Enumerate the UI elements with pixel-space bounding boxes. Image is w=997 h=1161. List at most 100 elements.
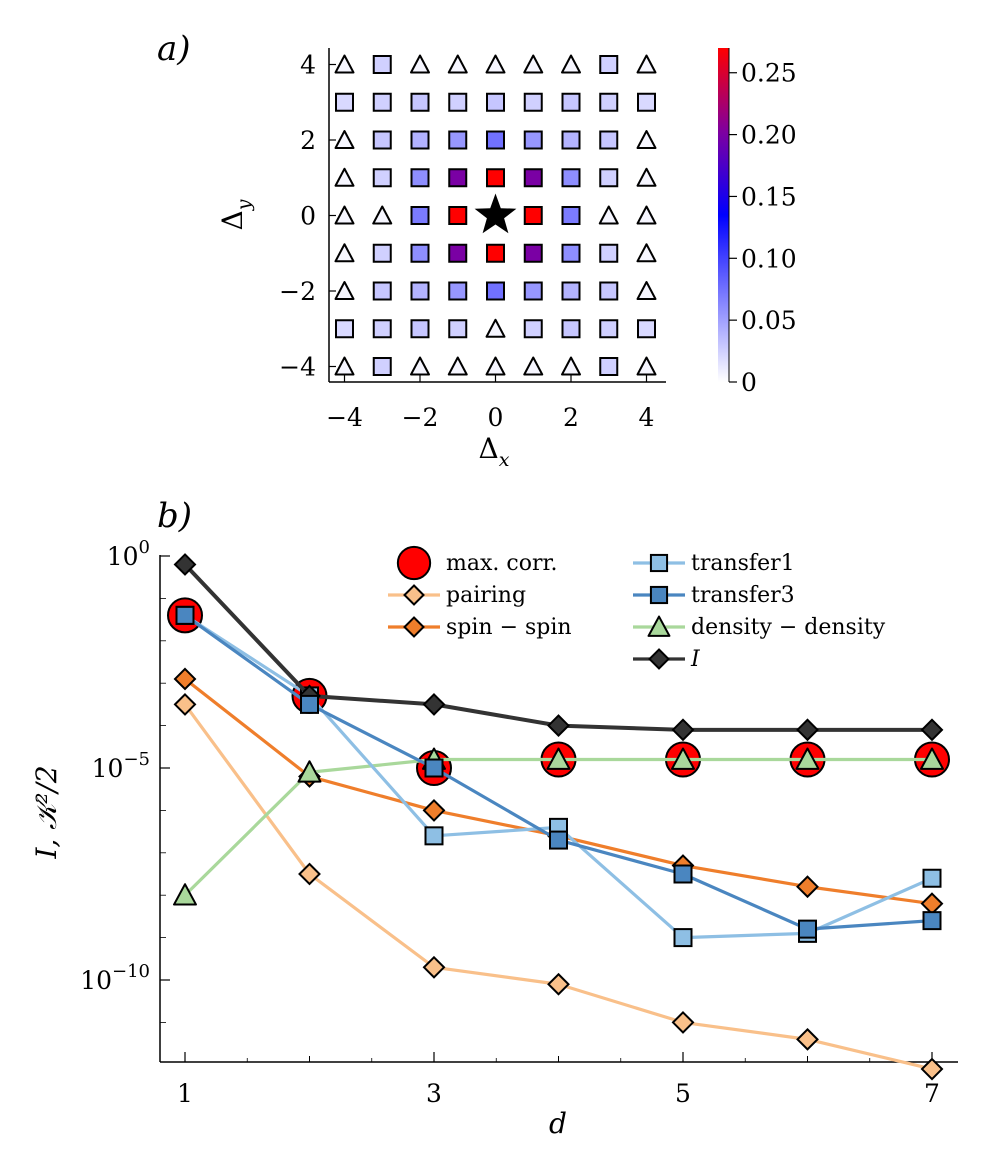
grid-cell-3-1	[599, 168, 619, 188]
grid-cell-4-4	[636, 54, 657, 74]
data-point	[422, 955, 446, 979]
grid-cell-3--4	[599, 357, 619, 376]
legend-entry: I	[633, 647, 701, 672]
legend-label: transfer3	[691, 583, 795, 608]
legend-label: transfer1	[691, 551, 795, 576]
panel-b: b) 1 3 5 7 100 10−5 10−10 d I, 𝒦²/2 max. corr.…	[30, 496, 958, 1140]
panel-a-xlabel: Δx	[479, 432, 510, 471]
grid-cell--1-0	[448, 206, 468, 225]
series-i	[173, 553, 944, 742]
grid-cell--2--4	[410, 356, 430, 376]
data-point	[546, 747, 571, 770]
legend-entry: transfer1	[633, 551, 795, 576]
colorbar	[718, 48, 729, 382]
data-point	[920, 892, 944, 916]
legend-marker	[649, 585, 669, 605]
grid-cell-2--3	[561, 319, 581, 339]
grid-cell-0--3	[485, 318, 506, 338]
grid-cell-4-3	[637, 92, 656, 112]
legend-entry: pairing	[388, 583, 526, 608]
data-point	[173, 553, 197, 576]
grid-cell-2--1	[561, 243, 581, 263]
data-point	[922, 911, 942, 931]
grid-cell-1--2	[523, 281, 543, 301]
grid-cell--2-2	[410, 130, 430, 150]
grid-cell-3-3	[599, 92, 619, 112]
grid-cell-0--2	[486, 281, 505, 301]
grid-cell--3-0	[372, 205, 393, 225]
grid-cell-0--1	[486, 243, 505, 263]
grid-cell-1-2	[523, 130, 543, 150]
grid-cell-4--2	[636, 281, 657, 300]
grid-cell--3-2	[372, 130, 392, 150]
grid-cell-3-0	[598, 205, 619, 225]
legend-label: I	[690, 647, 701, 672]
data-point	[547, 714, 570, 738]
center-star	[474, 193, 517, 234]
grid-cell-3--3	[599, 319, 619, 339]
legend-marker	[403, 584, 425, 606]
panel-b-xlabel: d	[549, 1107, 567, 1140]
data-point	[671, 1010, 695, 1034]
colorbar-tick-label: 0.25	[741, 59, 797, 88]
data-point	[796, 875, 819, 899]
grid-cell--2-3	[410, 92, 430, 112]
grid-cell-4--3	[637, 319, 656, 339]
panel-a-ylabel: Δy	[216, 199, 255, 230]
grid-cell--4-1	[334, 167, 355, 187]
grid-cell-1--3	[523, 319, 543, 339]
data-point	[300, 694, 319, 714]
grid-cell-0-1	[486, 168, 505, 188]
grid-cell--2--1	[410, 243, 430, 263]
panel-a-ticks: −4 −2 0 2 4 −4 −2 0 2 4	[279, 51, 654, 433]
legend-entry: density − density	[633, 615, 886, 640]
legend-entry: spin − spin	[388, 615, 572, 640]
grid-cell--2--3	[410, 319, 430, 339]
data-point	[673, 864, 693, 884]
grid-cell--3-4	[372, 55, 392, 74]
grid-cell--4--3	[335, 319, 354, 339]
legend-label: max. corr.	[446, 551, 558, 576]
data-point	[671, 718, 695, 742]
grid-cell--3--4	[372, 357, 392, 376]
data-point	[175, 605, 195, 625]
grid-cell-3--1	[599, 243, 619, 263]
data-point	[673, 928, 693, 948]
data-point	[922, 868, 942, 888]
grid-cell--4--2	[334, 281, 355, 300]
grid-cell--1--2	[448, 281, 468, 301]
panel-b-ytick-label: 100	[107, 537, 150, 571]
panel-b-xtick-label: 7	[924, 1079, 940, 1108]
grid-cell-4--4	[636, 356, 657, 376]
data-point	[549, 830, 568, 850]
grid-cell--4-3	[335, 92, 354, 112]
panel-a-xtick-label: 4	[639, 403, 655, 432]
grid-cell-2-1	[561, 168, 581, 188]
data-point	[547, 972, 570, 996]
panel-b-ytick-label: 10−5	[92, 749, 150, 783]
panel-a-xtick-label: 0	[488, 403, 504, 432]
data-point	[173, 692, 197, 716]
grid-cell--3-3	[372, 92, 392, 112]
panel-a-grid	[334, 54, 657, 376]
series-line	[184, 677, 933, 906]
panel-a-xtick-label: 2	[563, 403, 579, 432]
panel-a-ytick-label: −2	[279, 277, 316, 306]
grid-cell-2-0	[561, 206, 581, 225]
grid-cell-4--1	[636, 243, 657, 263]
grid-cell-1--1	[523, 243, 543, 263]
colorbar-tick-label: 0.10	[741, 244, 797, 273]
grid-cell-0--4	[485, 356, 506, 376]
panel-a-ytick-label: −4	[279, 353, 316, 382]
grid-cell--1--3	[448, 319, 468, 339]
data-point	[795, 747, 820, 770]
panel-a-label: a)	[157, 29, 191, 69]
panel-b-series	[167, 553, 950, 1081]
panel-a: a) −4 −2 0 2 4 −4 −2 0 2 4 Δx Δy 0 0.05 0.10 0.15 0.2…	[157, 29, 797, 471]
grid-cell-3-4	[599, 55, 619, 74]
series-pairing	[173, 692, 944, 1081]
grid-cell-0-4	[485, 54, 506, 74]
panel-b-ytick-label: 10−10	[80, 961, 150, 995]
grid-cell-3-2	[599, 130, 619, 150]
